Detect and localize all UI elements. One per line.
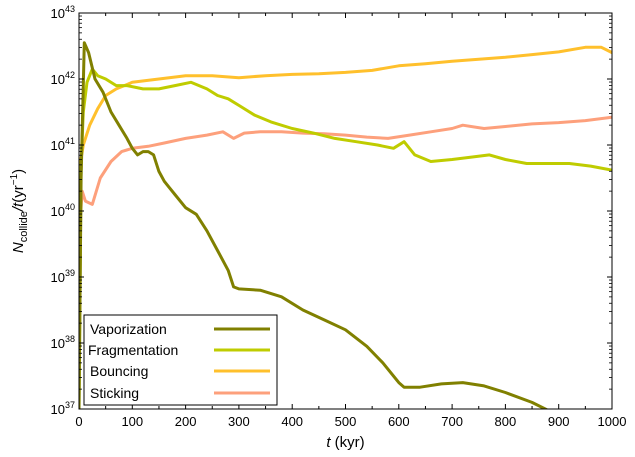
y-tick-label: 1038 — [51, 334, 75, 351]
y-axis-label-sub: collide — [18, 211, 30, 242]
x-tick-label: 500 — [335, 414, 357, 429]
x-tick-label: 900 — [548, 414, 570, 429]
x-axis-label-var: t — [326, 434, 331, 451]
y-axis-label-unit-sup: −1 — [9, 173, 20, 185]
series-line-fragmentation — [79, 67, 612, 409]
y-tick-label: 1040 — [51, 202, 75, 219]
y-axis-label-mid: /t — [10, 202, 27, 212]
legend-label-bouncing: Bouncing — [90, 363, 148, 379]
x-tick-label: 800 — [495, 414, 517, 429]
y-axis-label-unit-b: ) — [10, 169, 27, 174]
legend-label-sticking: Sticking — [90, 385, 139, 401]
x-axis-label: t (kyr) — [326, 434, 364, 451]
series-line-sticking — [79, 115, 612, 239]
x-tick-label: 0 — [75, 414, 82, 429]
x-tick-label: 700 — [441, 414, 463, 429]
series-line-vaporization — [79, 41, 549, 409]
x-tick-label: 200 — [175, 414, 197, 429]
y-axis-label-unit-a: (yr — [10, 185, 27, 203]
x-tick-label: 300 — [228, 414, 250, 429]
x-tick-label: 1000 — [598, 414, 627, 429]
series-line-bouncing — [79, 45, 612, 173]
y-tick-label: 1041 — [51, 136, 75, 153]
series-layer — [79, 41, 612, 409]
y-tick-label: 1037 — [51, 400, 75, 417]
x-tick-label: 400 — [281, 414, 303, 429]
y-tick-label: 1043 — [51, 4, 75, 21]
x-tick-label: 600 — [388, 414, 410, 429]
legend-label-fragmentation: Fragmentation — [88, 342, 178, 358]
y-tick-label: 1042 — [51, 70, 75, 87]
x-axis-label-unit: (kyr) — [331, 434, 365, 451]
y-axis-label-var: N — [10, 242, 27, 253]
y-axis-label: Ncollide/t(yr−1) — [9, 169, 30, 253]
legend-label-vaporization: Vaporization — [90, 321, 167, 337]
ticks-layer: 0 100 200 300 400 500 600 700 800 900 1000 1037 1038… — [51, 4, 627, 429]
legend: Vaporization Fragmentation Bouncing Stickin… — [83, 314, 278, 406]
y-tick-label: 1039 — [51, 268, 75, 285]
x-tick-label: 100 — [121, 414, 143, 429]
